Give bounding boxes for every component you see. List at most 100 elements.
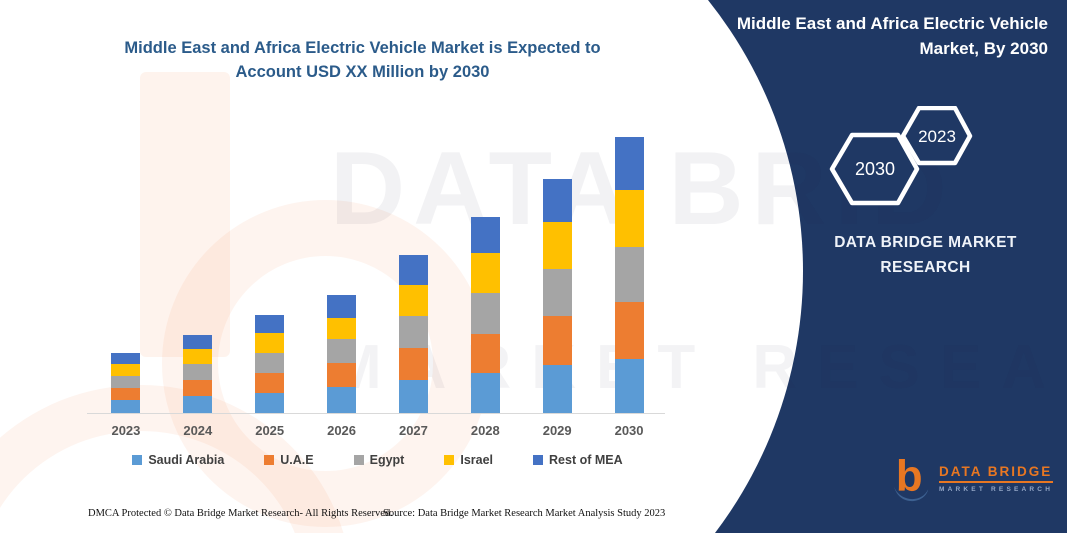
chart-title-line2: Account USD XX Million by 2030 bbox=[235, 63, 490, 81]
x-axis-label-2029: 2029 bbox=[542, 423, 572, 438]
x-axis-label-2030: 2030 bbox=[614, 423, 644, 438]
bar-segment-israel-2027 bbox=[398, 285, 428, 316]
bar-segment-rest-of-mea-2025 bbox=[255, 315, 285, 333]
legend-label-saudi-arabia: Saudi Arabia bbox=[148, 453, 225, 467]
bar-segment-israel-2028 bbox=[470, 253, 500, 293]
bar-segment-u-a-e-2024 bbox=[183, 380, 213, 396]
bar-segment-israel-2023 bbox=[111, 364, 141, 376]
x-axis-label-2024: 2024 bbox=[183, 423, 213, 438]
stacked-bar-2027 bbox=[398, 255, 428, 413]
hexagon-2030 bbox=[829, 132, 920, 206]
legend-item-israel: Israel bbox=[444, 453, 493, 467]
panel-title-line1: Middle East and Africa Electric Vehicle bbox=[736, 14, 1048, 33]
bar-column-2023: 2023 bbox=[90, 136, 162, 438]
bar-segment-rest-of-mea-2028 bbox=[470, 217, 500, 253]
dmca-text: DMCA Protected © Data Bridge Market Rese… bbox=[88, 508, 393, 519]
bar-segment-u-a-e-2026 bbox=[327, 363, 357, 387]
bar-segment-rest-of-mea-2026 bbox=[327, 295, 357, 318]
bar-segment-israel-2026 bbox=[327, 318, 357, 339]
bar-segment-egypt-2027 bbox=[398, 316, 428, 348]
bar-segment-egypt-2026 bbox=[327, 339, 357, 363]
x-axis-label-2028: 2028 bbox=[470, 423, 500, 438]
logo-text: DATA BRIDGE MARKET RESEARCH bbox=[939, 464, 1054, 493]
hexagon-2030-label: 2030 bbox=[855, 159, 895, 179]
bar-segment-u-a-e-2027 bbox=[398, 348, 428, 380]
bar-segment-saudi-arabia-2029 bbox=[542, 365, 572, 413]
bar-segment-saudi-arabia-2023 bbox=[111, 400, 141, 413]
bar-segment-saudi-arabia-2030 bbox=[614, 359, 644, 413]
bar-segment-israel-2029 bbox=[542, 222, 572, 269]
chart-title: Middle East and Africa Electric Vehicle … bbox=[110, 36, 615, 84]
brand-name: DATA BRIDGE MARKET RESEARCH bbox=[798, 230, 1053, 280]
legend-swatch-u-a-e bbox=[264, 455, 275, 465]
bar-column-2028: 2028 bbox=[449, 136, 521, 438]
bar-segment-israel-2025 bbox=[255, 333, 285, 353]
bar-segment-egypt-2023 bbox=[111, 376, 141, 388]
legend-label-u-a-e: U.A.E bbox=[280, 453, 314, 467]
x-axis-label-2025: 2025 bbox=[255, 423, 285, 438]
logo-name: DATA BRIDGE bbox=[939, 464, 1054, 483]
svg-text:b: b bbox=[896, 452, 923, 500]
bar-segment-u-a-e-2029 bbox=[542, 316, 572, 365]
bar-column-2030: 2030 bbox=[593, 136, 665, 438]
bar-chart: 2023 2024 2025 2026 2027 2028 2029 2030 bbox=[87, 136, 665, 446]
bar-segment-rest-of-mea-2029 bbox=[542, 179, 572, 222]
company-logo: b DATA BRIDGE MARKET RESEARCH bbox=[893, 452, 1054, 504]
stacked-bar-2026 bbox=[327, 295, 357, 413]
source-text: Source: Data Bridge Market Research Mark… bbox=[383, 508, 666, 519]
legend-item-rest-of-mea: Rest of MEA bbox=[533, 453, 623, 467]
panel-title-line2: Market, By 2030 bbox=[919, 39, 1048, 58]
bar-segment-rest-of-mea-2024 bbox=[183, 335, 213, 349]
legend-swatch-saudi-arabia bbox=[132, 455, 143, 465]
legend-swatch-rest-of-mea bbox=[533, 455, 544, 465]
legend-label-israel: Israel bbox=[460, 453, 494, 467]
bar-segment-egypt-2029 bbox=[542, 269, 572, 316]
stacked-bar-2025 bbox=[255, 315, 285, 413]
logo-b-icon: b bbox=[893, 452, 929, 502]
stacked-bar-2029 bbox=[542, 179, 572, 413]
bar-column-2029: 2029 bbox=[521, 136, 593, 438]
stacked-bar-2023 bbox=[111, 353, 141, 413]
hexagon-2023 bbox=[900, 106, 973, 166]
bar-segment-saudi-arabia-2025 bbox=[255, 393, 285, 413]
bar-segment-saudi-arabia-2027 bbox=[398, 380, 428, 413]
x-axis-label-2027: 2027 bbox=[398, 423, 428, 438]
bar-segment-rest-of-mea-2027 bbox=[398, 255, 428, 285]
bar-segment-saudi-arabia-2028 bbox=[470, 373, 500, 413]
logo-tagline: MARKET RESEARCH bbox=[939, 485, 1054, 493]
legend-swatch-egypt bbox=[353, 455, 364, 465]
bar-segment-egypt-2024 bbox=[183, 364, 213, 380]
stacked-bar-2028 bbox=[470, 217, 500, 413]
brand-line2: RESEARCH bbox=[880, 259, 971, 276]
x-axis-label-2023: 2023 bbox=[111, 423, 141, 438]
bar-segment-egypt-2030 bbox=[614, 247, 644, 302]
year-hexagons: 2030 2023 bbox=[829, 106, 973, 206]
legend-item-saudi-arabia: Saudi Arabia bbox=[132, 453, 224, 467]
bar-segment-u-a-e-2028 bbox=[470, 334, 500, 373]
bar-column-2025: 2025 bbox=[234, 136, 306, 438]
bar-segment-egypt-2028 bbox=[470, 293, 500, 334]
legend-swatch-israel bbox=[444, 455, 455, 465]
stacked-bar-2030 bbox=[614, 137, 644, 413]
bar-column-2026: 2026 bbox=[306, 136, 378, 438]
brand-line1: DATA BRIDGE MARKET bbox=[834, 234, 1017, 251]
legend-label-egypt: Egypt bbox=[369, 453, 405, 467]
hexagon-2023-label: 2023 bbox=[918, 127, 956, 146]
panel-title: Middle East and Africa Electric Vehicle … bbox=[728, 11, 1048, 61]
bar-segment-saudi-arabia-2026 bbox=[327, 387, 357, 413]
bar-segment-israel-2030 bbox=[614, 190, 644, 247]
bar-column-2027: 2027 bbox=[378, 136, 450, 438]
legend-item-egypt: Egypt bbox=[353, 453, 405, 467]
bar-column-2024: 2024 bbox=[162, 136, 234, 438]
bar-segment-rest-of-mea-2030 bbox=[614, 137, 644, 190]
legend-label-rest-of-mea: Rest of MEA bbox=[549, 453, 623, 467]
bar-segment-egypt-2025 bbox=[255, 353, 285, 373]
bar-segment-rest-of-mea-2023 bbox=[111, 353, 141, 364]
bar-segment-israel-2024 bbox=[183, 349, 213, 364]
bar-segment-u-a-e-2023 bbox=[111, 388, 141, 400]
x-axis-label-2026: 2026 bbox=[327, 423, 357, 438]
bar-segment-saudi-arabia-2024 bbox=[183, 396, 213, 413]
legend-item-u-a-e: U.A.E bbox=[264, 453, 314, 467]
bar-segment-u-a-e-2030 bbox=[614, 302, 644, 359]
